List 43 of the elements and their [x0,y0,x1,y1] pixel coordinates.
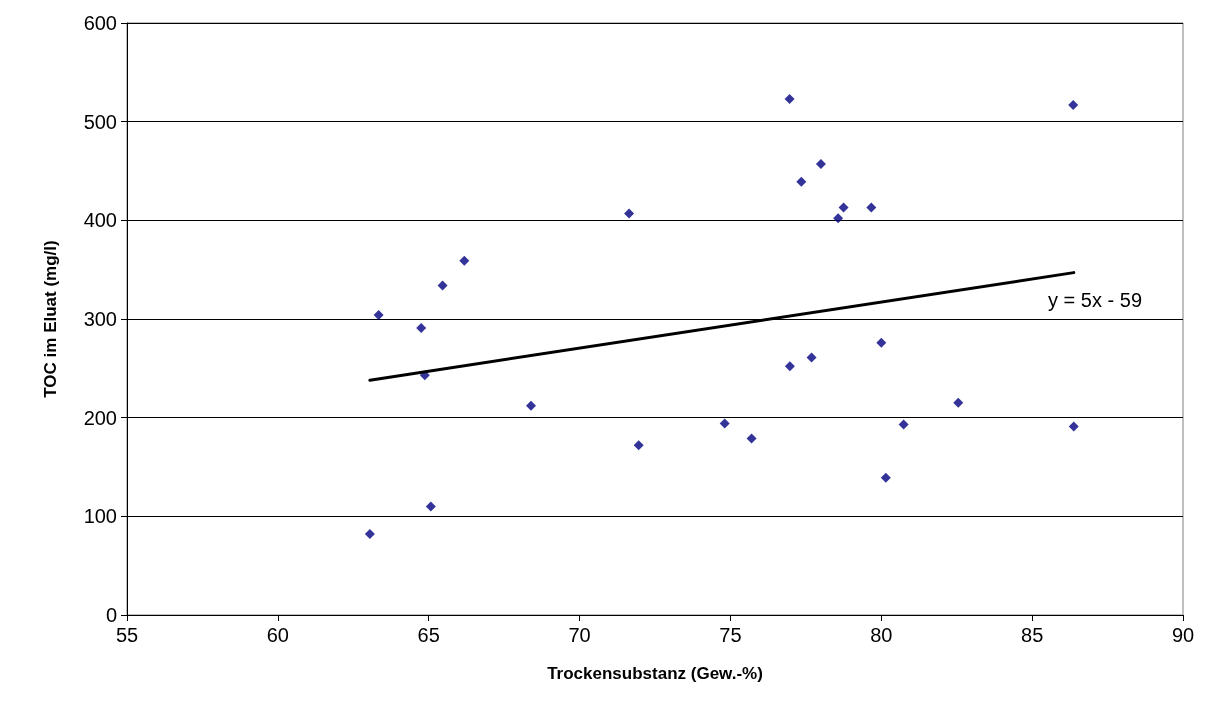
y-axis-title: TOC im Eluat (mg/l) [41,240,60,398]
y-tick-label: 100 [83,505,117,528]
point [784,93,795,104]
point [876,337,887,348]
x-tick-label: 90 [1171,624,1195,646]
y-tick-label: 600 [83,12,117,34]
annotation: y = 5x - 59 [1048,289,1142,311]
y-tick-label: 300 [83,308,117,330]
point [364,529,375,540]
point [373,310,384,321]
point [719,418,730,429]
point [880,472,891,483]
point [953,397,964,408]
point [833,213,844,224]
point [437,280,448,291]
point [459,255,470,266]
y-tick-label: 500 [83,110,117,133]
y-tick-label: 0 [105,604,117,626]
point [1068,421,1079,432]
point [526,400,536,411]
point [425,501,436,512]
x-axis-title: Trockensubstanz (Gew.-%) [547,664,763,683]
y-tick-label: 400 [83,209,117,232]
point [806,352,817,363]
point [898,419,909,430]
x-tick-label: 55 [115,624,139,646]
point [633,440,644,451]
point [746,433,757,444]
x-tick-label: 75 [719,624,742,646]
x-tick-label: 70 [568,624,591,646]
point [416,322,427,333]
point [1068,99,1079,110]
point [838,202,849,213]
x-tick-label: 60 [266,624,289,646]
y-tick-label: 200 [83,406,117,429]
point [624,208,635,219]
point [796,176,807,187]
point [815,159,826,170]
point [866,202,877,213]
x-tick-label: 85 [1021,624,1044,646]
x-tick-label: 65 [417,624,440,646]
point [784,361,795,372]
x-tick-label: 80 [870,624,893,646]
